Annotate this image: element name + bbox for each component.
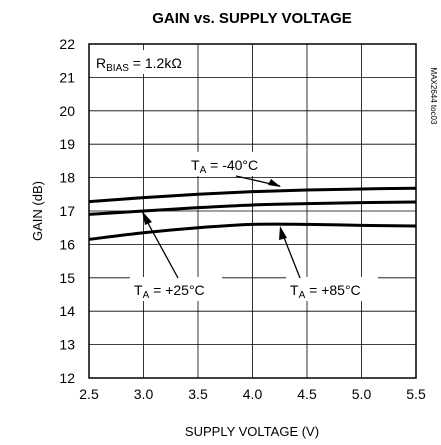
condition-label: RBIAS = 1.2kΩ bbox=[96, 55, 182, 74]
arrowhead-minus40 bbox=[268, 179, 281, 187]
pointer-plus25 bbox=[142, 213, 179, 279]
y-tick-label: 14 bbox=[59, 303, 75, 319]
arrowhead-plus85 bbox=[279, 226, 287, 240]
arrowhead-plus25 bbox=[142, 211, 152, 225]
side-label: MAX2644 toc03 bbox=[429, 68, 438, 125]
x-tick-label: 5.5 bbox=[406, 386, 426, 402]
y-tick-labels: 12 13 14 15 16 17 18 19 20 21 22 bbox=[59, 36, 75, 386]
label-bg-plus25 bbox=[130, 277, 222, 301]
y-tick-label: 15 bbox=[59, 270, 75, 286]
label-bg-plus85 bbox=[286, 277, 378, 301]
x-tick-label: 4.0 bbox=[243, 386, 263, 402]
series-label-minus40: TA = -40°C bbox=[191, 157, 258, 176]
x-tick-label: 3.0 bbox=[134, 386, 154, 402]
y-tick-label: 13 bbox=[59, 337, 75, 353]
y-tick-label: 21 bbox=[59, 69, 75, 85]
x-tick-label: 3.5 bbox=[188, 386, 208, 402]
y-tick-label: 17 bbox=[59, 203, 75, 219]
series-label-plus85: TA = +85°C bbox=[290, 282, 361, 301]
x-tick-label: 4.5 bbox=[297, 386, 317, 402]
plot-frame bbox=[88, 43, 417, 379]
series-label-plus25: TA = +25°C bbox=[134, 282, 205, 301]
condition-box bbox=[93, 50, 197, 74]
x-tick-label: 5.0 bbox=[352, 386, 372, 402]
series-group bbox=[88, 186, 417, 241]
y-tick-label: 12 bbox=[59, 370, 75, 386]
y-tick-label: 19 bbox=[59, 136, 75, 152]
x-tick-label: 2.5 bbox=[79, 386, 99, 402]
series-line-1 bbox=[88, 200, 417, 216]
series-line-2 bbox=[88, 222, 417, 241]
y-tick-label: 18 bbox=[59, 170, 75, 186]
series-line-0 bbox=[88, 186, 417, 204]
x-tick-labels: 2.5 3.0 3.5 4.0 4.5 5.0 5.5 bbox=[79, 386, 426, 402]
y-tick-label: 20 bbox=[59, 103, 75, 119]
y-tick-label: 16 bbox=[59, 236, 75, 252]
label-bg-minus40 bbox=[187, 152, 279, 176]
x-axis-label: SUPPLY VOLTAGE (V) bbox=[185, 424, 319, 439]
chart-title: GAIN vs. SUPPLY VOLTAGE bbox=[152, 10, 352, 27]
y-axis-label: GAIN (dB) bbox=[30, 181, 45, 241]
y-tick-label: 22 bbox=[59, 36, 75, 52]
